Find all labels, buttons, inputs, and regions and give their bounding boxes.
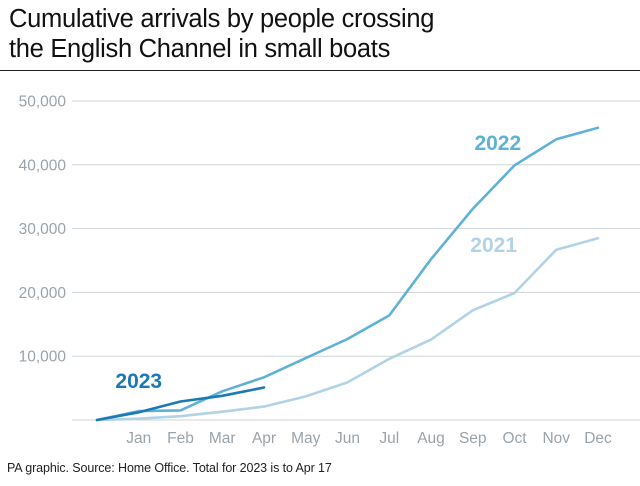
- x-tick-label-aug: Aug: [417, 430, 445, 447]
- x-tick-label-nov: Nov: [542, 430, 570, 447]
- x-tick-label-may: May: [291, 430, 321, 447]
- y-tick-label-10000: 10,000: [19, 349, 67, 366]
- chart-title-line-2: the English Channel in small boats: [9, 35, 391, 63]
- y-tick-label-20000: 20,000: [19, 285, 67, 302]
- series-line-2022: [95, 126, 600, 422]
- x-tick-label-jul: Jul: [379, 430, 399, 447]
- series-label-2021: 2021: [470, 234, 517, 257]
- x-tick-label-sep: Sep: [459, 430, 487, 447]
- series-label-2022: 2022: [474, 132, 521, 155]
- series-line-2023: [95, 386, 266, 422]
- x-tick-label-jan: Jan: [126, 430, 151, 447]
- y-tick-label-50000: 50,000: [19, 94, 67, 111]
- y-tick-label-40000: 40,000: [19, 157, 67, 174]
- series-label-2023: 2023: [115, 370, 162, 393]
- title-divider: [0, 70, 640, 71]
- x-tick-label-dec: Dec: [584, 430, 612, 447]
- x-tick-label-jun: Jun: [335, 430, 360, 447]
- chart-title-line-1: Cumulative arrivals by people crossing: [9, 5, 435, 33]
- series-line-2021: [95, 236, 600, 422]
- y-tick-label-30000: 30,000: [19, 221, 67, 238]
- x-tick-label-apr: Apr: [252, 430, 276, 447]
- source-note: PA graphic. Source: Home Office. Total f…: [7, 461, 332, 475]
- x-tick-label-mar: Mar: [209, 430, 236, 447]
- chart-title: Cumulative arrivals by people crossing t…: [9, 4, 629, 64]
- x-tick-label-feb: Feb: [167, 430, 194, 447]
- x-tick-label-oct: Oct: [502, 430, 527, 447]
